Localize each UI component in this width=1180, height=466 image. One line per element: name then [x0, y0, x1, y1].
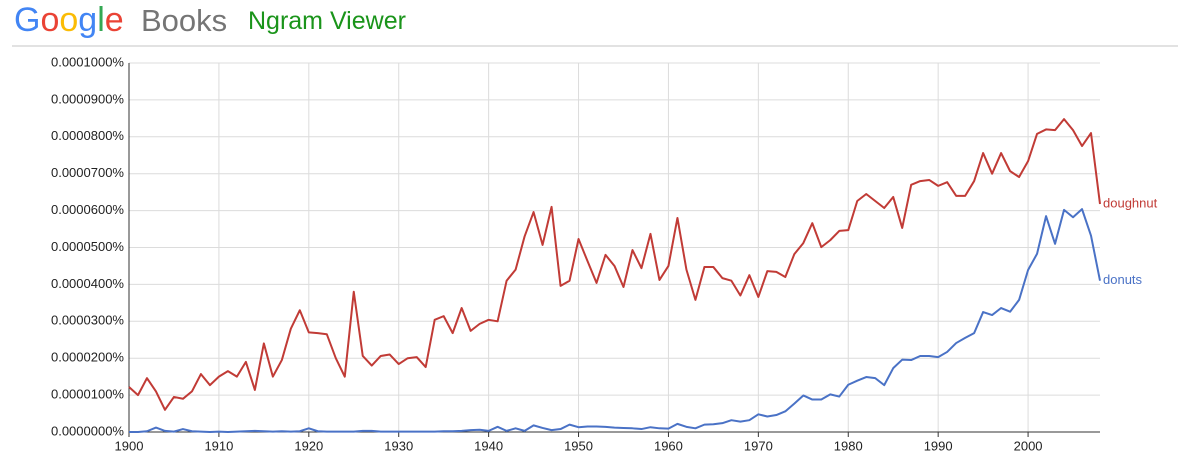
x-tick-label: 1990 [924, 438, 953, 453]
google-logo[interactable]: Google [14, 1, 124, 39]
y-tick-label: 0.0001000% [51, 54, 124, 69]
series-line [128, 118, 1101, 411]
x-tick-label: 2000 [1014, 438, 1043, 453]
y-tick-label: 0.0000200% [51, 350, 124, 365]
x-tick-label: 1950 [564, 438, 593, 453]
x-tick-label: 1900 [115, 438, 144, 453]
y-tick-label: 0.0000100% [51, 387, 124, 402]
x-tick-label: 1980 [834, 438, 863, 453]
app-title[interactable]: Ngram Viewer [248, 7, 406, 35]
x-tick-label: 1970 [744, 438, 773, 453]
x-tick-label: 1940 [474, 438, 503, 453]
x-tick-label: 1930 [384, 438, 413, 453]
series-line [129, 208, 1101, 433]
x-tick-label: 1910 [204, 438, 233, 453]
y-tick-label: 0.0000600% [51, 202, 124, 217]
chart: 0.0000000% 0.0000100% 0.0000200% 0.0000300%… [51, 54, 1158, 453]
x-tick-label: 1960 [654, 438, 683, 453]
y-tick-label: 0.0000400% [51, 276, 124, 291]
y-tick-label: 0.0000700% [51, 165, 124, 180]
series-label: doughnut [1103, 195, 1158, 210]
y-tick-label: 0.0000800% [51, 128, 124, 143]
x-tick-label: 1920 [294, 438, 323, 453]
y-tick-label: 0.0000500% [51, 239, 124, 254]
books-label[interactable]: Books [141, 3, 227, 38]
y-tick-label: 0.0000300% [51, 313, 124, 328]
y-tick-label: 0.0000000% [51, 423, 124, 438]
y-tick-label: 0.0000900% [51, 91, 124, 106]
series-label: donuts [1103, 272, 1143, 287]
